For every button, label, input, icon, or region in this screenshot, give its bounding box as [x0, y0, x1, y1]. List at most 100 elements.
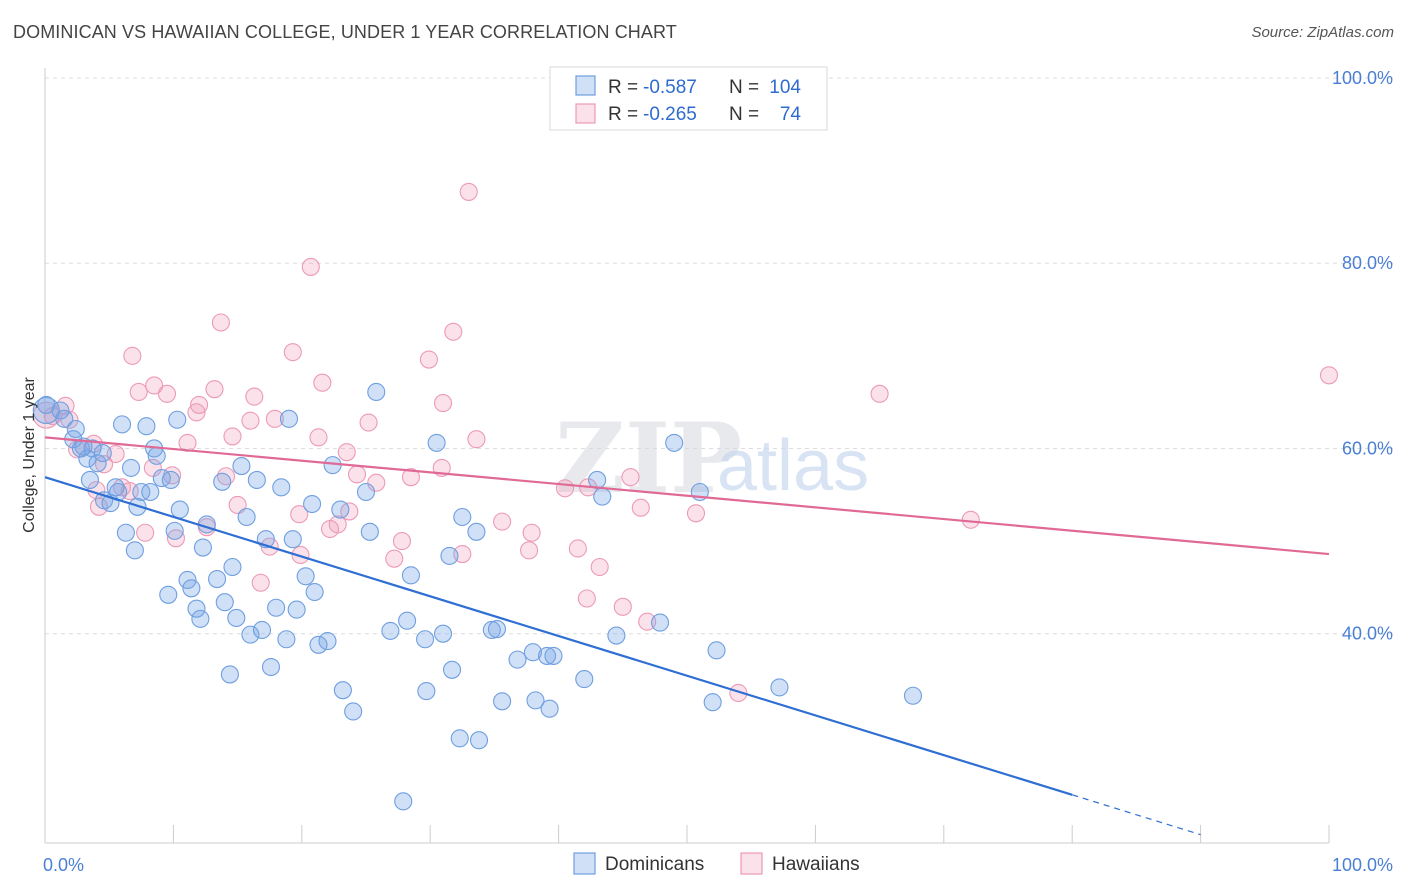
dominicans-point	[356, 482, 376, 502]
dominicans-point	[227, 608, 246, 627]
hawaiians-point	[638, 612, 657, 631]
hawaiians-point	[265, 409, 284, 428]
hawaiians-point	[631, 498, 650, 517]
hawaiians-point	[459, 182, 478, 201]
dominicans-point	[88, 454, 107, 473]
dominicans-point	[112, 415, 132, 434]
dominicans-point	[178, 570, 197, 590]
hawaiians-point	[392, 532, 412, 551]
hawaiians-point	[729, 683, 748, 703]
dominicans-point	[331, 500, 350, 519]
dominicans-point	[32, 396, 60, 425]
dominicans-point	[367, 382, 386, 402]
dominicans-point	[607, 626, 626, 645]
dominicans-point	[544, 646, 563, 665]
dominicans-point	[161, 470, 180, 489]
dominicans-point	[116, 523, 135, 542]
dominicans-point	[433, 624, 453, 643]
dominicans-point	[277, 630, 296, 649]
watermark: ZIP atlas	[555, 402, 869, 515]
bottom-legend: Dominicans Hawaiians	[573, 852, 860, 875]
hawaiians-point	[190, 395, 209, 414]
dominicans-point	[252, 620, 272, 640]
dominicans-point	[170, 500, 189, 519]
hawaiians-point	[328, 515, 347, 534]
dominicans-point	[469, 731, 489, 750]
hawaiians-point	[223, 427, 242, 446]
dominicans-point	[442, 660, 462, 679]
dominicans-point	[537, 646, 557, 665]
y-axis-title: College, Under 1 year	[21, 377, 38, 533]
dominicans-point	[450, 729, 469, 748]
dominicans-point	[125, 541, 144, 560]
hawaiians-point	[337, 443, 356, 462]
dominicans-point	[665, 433, 684, 452]
hawaiians-point	[1319, 366, 1339, 385]
dominicans-point	[650, 613, 670, 632]
dominicans-point	[215, 593, 234, 612]
dominicans-point	[360, 522, 379, 541]
dominicans-point	[147, 446, 166, 465]
hawaiians-trend-line	[44, 436, 1330, 556]
hawaiians-point	[211, 313, 230, 332]
legend-swatch-dominicans	[575, 75, 596, 96]
hawaiians-point	[143, 458, 162, 477]
bottom-legend-dominicans: Dominicans	[605, 854, 704, 875]
hawaiians-point	[228, 495, 247, 515]
y-tick-label: 100.0%	[1332, 68, 1393, 88]
dominicans-point	[303, 494, 322, 514]
dominicans-point	[523, 643, 542, 662]
hawaiians-point	[613, 597, 632, 616]
bottom-legend-swatch-hawaiians	[740, 852, 763, 875]
hawaiians-point	[568, 539, 587, 558]
dominicans-point	[232, 457, 251, 476]
legend-n-label-1: N =	[729, 77, 759, 98]
dominicans-point	[74, 437, 93, 456]
dominicans-point	[344, 702, 363, 721]
hawaiians-point	[123, 346, 142, 365]
dominicans-point	[37, 395, 56, 414]
dominicans-point	[427, 433, 446, 452]
legend-n-value-2: 74	[780, 104, 802, 125]
y-tick-label: 60.0%	[1342, 438, 1393, 458]
dominicans-point	[417, 682, 436, 701]
hawaiians-point	[520, 541, 539, 560]
hawaiians-point	[419, 350, 438, 369]
hawaiians-point	[291, 545, 310, 565]
dominicans-point	[770, 678, 789, 697]
y-tick-label: 40.0%	[1342, 624, 1393, 644]
dominicans-point	[168, 410, 187, 429]
tick-labels: 40.0% 60.0% 80.0% 100.0% 0.0% 100.0%	[43, 68, 1393, 875]
bottom-legend-swatch-dominicans	[573, 852, 596, 875]
dominicans-point	[283, 530, 302, 549]
hawaiians-point	[187, 403, 206, 422]
dominicans-point	[121, 458, 141, 477]
dominicans-point	[540, 699, 559, 718]
dominicans-point	[903, 686, 923, 705]
watermark-atlas: atlas	[717, 426, 869, 506]
dominicans-point	[241, 625, 260, 644]
dominicans-point	[213, 472, 232, 491]
dominicans-point	[223, 557, 242, 577]
dominicans-point	[152, 469, 171, 488]
hawaiians-point	[283, 343, 302, 362]
grid-lines	[45, 77, 1395, 635]
dominicans-point	[165, 521, 184, 540]
hawaiians-point	[157, 384, 177, 403]
hawaiians-point	[145, 376, 164, 395]
hawaiians-points	[32, 182, 1339, 703]
dominicans-point	[575, 670, 594, 689]
dominicans-point	[66, 419, 85, 439]
hawaiians-point	[577, 589, 596, 608]
hawaiians-point	[290, 505, 309, 524]
hawaiians-point	[245, 387, 264, 406]
dominicans-point	[305, 582, 324, 602]
dominicans-point	[381, 621, 400, 640]
hawaiians-point	[961, 510, 980, 529]
dominicans-point	[593, 487, 612, 506]
dominicans-trend-line	[44, 476, 1073, 796]
dominicans-point	[93, 444, 112, 463]
dominicans-point	[333, 681, 352, 700]
dominicans-point	[416, 630, 435, 649]
chart-title: DOMINICAN VS HAWAIIAN COLLEGE, UNDER 1 Y…	[13, 22, 677, 42]
